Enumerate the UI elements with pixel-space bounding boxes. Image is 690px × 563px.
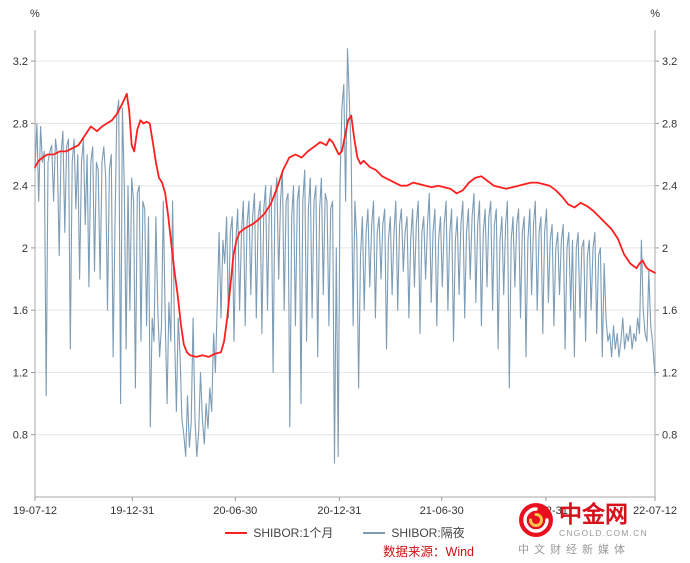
svg-text:1.2: 1.2 — [662, 368, 677, 380]
legend-swatch-shibor-1m — [225, 531, 248, 534]
svg-text:2.8: 2.8 — [662, 118, 677, 130]
legend-label-shibor-overnight: SHIBOR:隔夜 — [391, 526, 465, 540]
watermark-cngold: 中金网 CNGOLD.COM.CN 中文财经新媒体 — [518, 502, 688, 557]
svg-text:2.4: 2.4 — [13, 181, 28, 193]
legend-label-shibor-1m: SHIBOR:1个月 — [253, 526, 334, 540]
legend-item-shibor-1m: SHIBOR:1个月 — [225, 524, 333, 541]
svg-text:20-06-30: 20-06-30 — [213, 505, 257, 517]
cngold-logo-icon — [519, 503, 553, 537]
svg-text:2.8: 2.8 — [13, 118, 28, 130]
legend-item-shibor-overnight: SHIBOR:隔夜 — [363, 524, 465, 541]
svg-text:2: 2 — [22, 243, 28, 255]
watermark-brand: 中金网 — [559, 501, 628, 528]
svg-text:3.2: 3.2 — [662, 56, 677, 68]
svg-text:0.8: 0.8 — [13, 430, 28, 442]
chart-legend: SHIBOR:1个月 SHIBOR:隔夜 — [0, 524, 690, 541]
svg-text:2.4: 2.4 — [662, 181, 677, 193]
shibor-line-chart: 0.8 0.8 1.2 1.2 1.6 1.6 2 2 2.4 2.4 2.8 2.8 3.2 3.2 19… — [13, 30, 677, 517]
svg-text:1.6: 1.6 — [13, 305, 28, 317]
svg-text:3.2: 3.2 — [13, 56, 28, 68]
svg-text:20-12-31: 20-12-31 — [317, 505, 361, 517]
legend-swatch-shibor-overnight — [363, 531, 386, 534]
watermark-tagline: 中文财经新媒体 — [518, 544, 630, 556]
svg-text:19-07-12: 19-07-12 — [13, 505, 57, 517]
svg-text:0.8: 0.8 — [662, 430, 677, 442]
svg-text:2: 2 — [662, 243, 668, 255]
data-source-label: 数据来源：Wind — [383, 545, 474, 559]
svg-text:22-07-12: 22-07-12 — [633, 505, 677, 517]
watermark-domain: CNGOLD.COM.CN — [559, 527, 648, 538]
y-axis-unit-right: % — [650, 8, 660, 20]
svg-text:1.6: 1.6 — [662, 305, 677, 317]
svg-text:1.2: 1.2 — [13, 368, 28, 380]
y-axis-unit-left: % — [30, 8, 40, 20]
svg-text:19-12-31: 19-12-31 — [110, 505, 154, 517]
svg-text:21-06-30: 21-06-30 — [420, 505, 464, 517]
